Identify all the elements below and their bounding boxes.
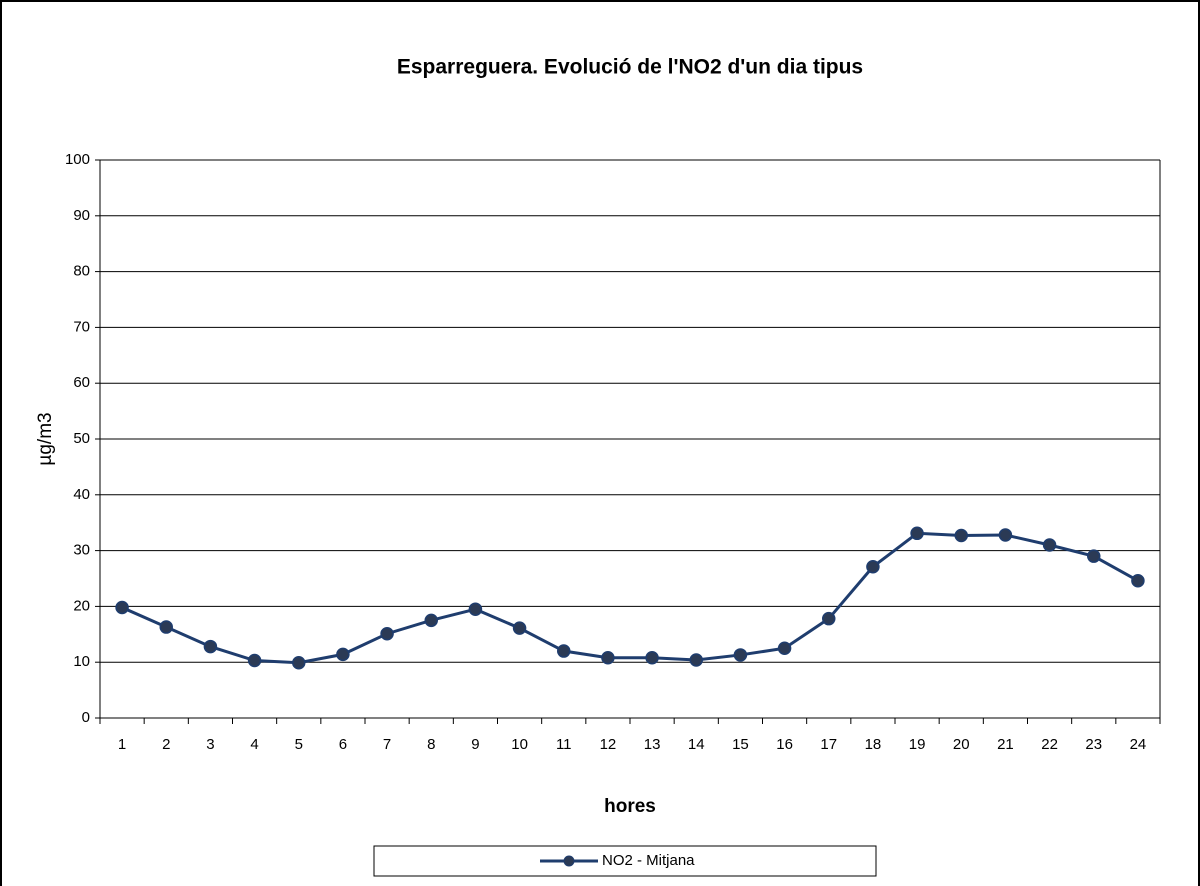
series-line: [121, 531, 1139, 665]
y-tick-label: 80: [73, 263, 90, 280]
x-tick-label: 8: [427, 736, 435, 753]
y-tick-label: 20: [73, 597, 90, 614]
x-tick-label: 6: [339, 736, 347, 753]
data-point: [468, 602, 483, 616]
data-point: [998, 528, 1013, 542]
data-point: [115, 600, 129, 615]
x-tick-label: 2: [162, 736, 170, 753]
data-point: [203, 639, 218, 654]
x-tick-label: 3: [206, 736, 214, 753]
y-tick-label: 40: [73, 486, 90, 503]
data-point: [159, 620, 173, 634]
y-tick-label: 50: [73, 430, 90, 447]
legend-marker: [563, 855, 575, 867]
y-tick-label: 10: [73, 653, 90, 670]
data-point: [336, 647, 350, 662]
data-point: [645, 650, 659, 665]
data-point: [1131, 573, 1145, 588]
y-tick-label: 0: [82, 709, 90, 726]
x-tick-label: 10: [511, 736, 528, 753]
x-tick-label: 15: [732, 736, 749, 753]
legend-box: [373, 845, 877, 877]
x-axis-title: hores: [604, 796, 656, 817]
x-tick-label: 21: [997, 736, 1014, 753]
data-point: [1087, 549, 1101, 563]
y-tick-label: 30: [73, 542, 90, 559]
x-tick-label: 12: [600, 736, 617, 753]
data-point: [689, 653, 703, 667]
y-tick-label: 90: [73, 207, 90, 224]
x-tick-label: 23: [1085, 736, 1102, 753]
data-point: [512, 621, 527, 635]
data-point: [866, 560, 880, 574]
x-tick-label: 5: [295, 736, 303, 753]
data-point: [380, 626, 394, 641]
data-point: [424, 613, 438, 628]
data-point: [777, 641, 792, 655]
y-axis-title: µg/m3: [35, 412, 56, 465]
x-tick-label: 9: [471, 736, 479, 753]
data-point: [910, 526, 924, 541]
y-tick-label: 60: [73, 374, 90, 391]
chart-title: Esparreguera. Evolució de l'NO2 d'un dia…: [397, 56, 863, 79]
x-tick-label: 11: [556, 736, 572, 753]
x-tick-label: 4: [250, 736, 258, 753]
x-tick-label: 20: [953, 736, 970, 753]
x-tick-label: 13: [644, 736, 661, 753]
data-point: [1042, 538, 1057, 552]
x-tick-label: 22: [1041, 736, 1058, 753]
legend-label: NO2 - Mitjana: [602, 852, 695, 869]
data-point: [292, 656, 306, 670]
x-tick-label: 19: [909, 736, 926, 753]
data-point: [557, 644, 571, 658]
data-point: [247, 653, 262, 668]
x-tick-label: 17: [820, 736, 837, 753]
y-tick-label: 70: [73, 318, 90, 335]
data-point: [954, 528, 968, 543]
x-tick-label: 16: [776, 736, 793, 753]
x-tick-label: 14: [688, 736, 705, 753]
x-tick-label: 24: [1130, 736, 1147, 753]
x-tick-label: 1: [118, 736, 126, 753]
x-tick-label: 7: [383, 736, 391, 753]
data-point: [601, 650, 615, 665]
data-point: [733, 648, 748, 662]
data-point: [822, 611, 836, 626]
y-tick-label: 100: [65, 151, 90, 168]
x-tick-label: 18: [865, 736, 882, 753]
